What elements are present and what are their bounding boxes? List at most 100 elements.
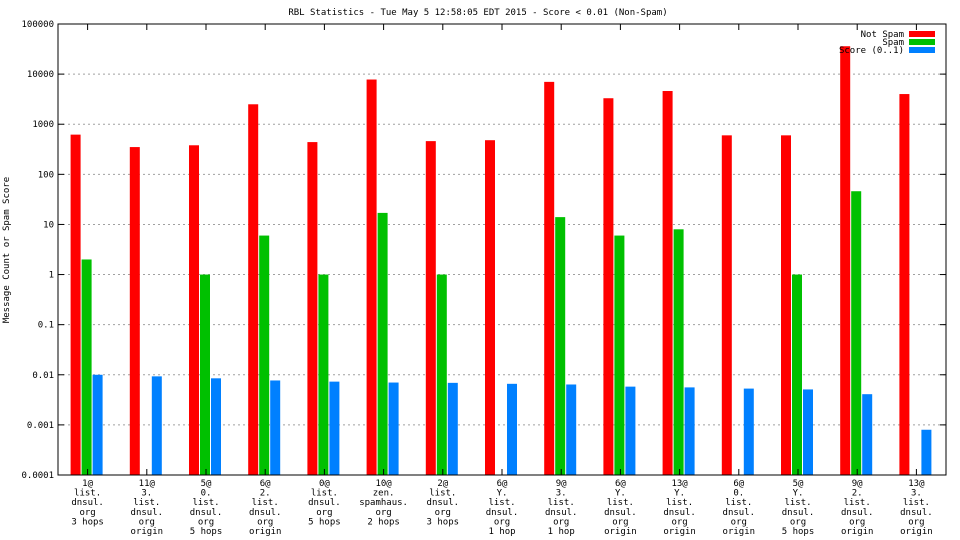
bar-spam (614, 235, 625, 475)
x-tick-label: 9@ 3. list. dnsul. org 1 hop (545, 479, 578, 537)
x-tick-label-line: 2 hops (367, 517, 400, 527)
bar-score-0-1 (447, 382, 458, 475)
y-tick-label: 100 (38, 170, 54, 180)
bar-not-spam (603, 98, 614, 475)
bar-not-spam (425, 141, 436, 475)
x-tick-label-line: dnsul. (486, 508, 519, 518)
x-tick-label-line: origin (604, 527, 637, 537)
bar-spam (81, 259, 92, 475)
bar-score-0-1 (921, 429, 932, 475)
x-tick-label-line: 6@ (497, 479, 508, 489)
x-tick-label-line: origin (131, 527, 164, 537)
x-tick-label-line: Y. (615, 489, 626, 499)
x-tick-label-line: org (79, 508, 95, 518)
x-tick-label-line: org (849, 517, 865, 527)
x-tick-label-line: 0@ (319, 479, 330, 489)
x-tick-label-line: origin (663, 527, 696, 537)
y-axis-label: Message Count or Spam Score (2, 177, 12, 323)
x-tick-label-line: dnsul. (663, 508, 696, 518)
x-tick-label-line: 2. (852, 489, 863, 499)
x-tick-label-line: list. (607, 498, 634, 508)
x-tick-label-line: 11@ (139, 479, 156, 489)
x-tick-label-line: 5@ (793, 479, 804, 489)
x-tick-label: 6@ 0. list. dnsul. org origin (723, 479, 756, 537)
bar-spam (555, 217, 566, 475)
bar-score-0-1 (566, 384, 577, 475)
y-tick-label: 10 (43, 220, 54, 230)
bar-score-0-1 (862, 394, 873, 475)
x-tick-label-line: 1@ (82, 479, 93, 489)
legend-swatch (909, 39, 935, 45)
y-tick-label: 0.1 (38, 321, 54, 331)
x-tick-label-line: dnsul. (604, 508, 637, 518)
x-tick-label-line: org (731, 517, 747, 527)
x-tick-label-line: org (612, 517, 628, 527)
x-tick-label-line: list. (784, 498, 811, 508)
x-tick-label-line: org (671, 517, 687, 527)
x-tick-label-line: origin (900, 527, 933, 537)
bar-not-spam (781, 135, 791, 476)
bar-score-0-1 (211, 378, 221, 475)
x-tick-label-line: 1 hop (548, 527, 575, 537)
x-tick-label-line: list. (429, 489, 456, 499)
y-tick-label: 0.001 (27, 421, 54, 431)
bar-score-0-1 (684, 387, 695, 475)
x-tick-label: 2@ list. dnsul. org 3 hops (427, 479, 460, 527)
x-tick-label-line: dnsul. (249, 508, 282, 518)
bar-score-0-1 (743, 388, 754, 475)
bar-spam (318, 274, 329, 475)
x-tick-label-line: list. (548, 498, 575, 508)
x-tick-label-line: 0. (201, 489, 212, 499)
x-tick-label-line: list. (133, 498, 160, 508)
x-tick-label-line: 2@ (437, 479, 448, 489)
x-tick-label: 6@ Y. list. dnsul. org origin (604, 479, 637, 537)
bar-not-spam (485, 140, 495, 476)
x-tick-label-line: 3. (556, 489, 567, 499)
x-tick-label: 11@ 3. list. dnsul. org origin (131, 479, 164, 537)
x-tick-label-line: origin (723, 527, 756, 537)
x-tick-label: 0@ list. dnsul. org 5 hops (308, 479, 341, 527)
x-tick-label-line: 1 hop (488, 527, 515, 537)
x-tick-label-line: 9@ (852, 479, 863, 489)
x-tick-label: 6@ Y. list. dnsul. org 1 hop (486, 479, 519, 537)
x-tick-label-line: list. (844, 498, 871, 508)
bar-score-0-1 (625, 386, 636, 475)
x-tick-label-line: 3 hops (71, 517, 104, 527)
bar-not-spam (544, 81, 555, 476)
x-tick-label-line: 3 hops (427, 517, 460, 527)
x-tick-label-line: Y. (674, 489, 685, 499)
chart-title: RBL Statistics - Tue May 5 12:58:05 EDT … (288, 8, 667, 18)
x-tick-label-line: 5 hops (308, 517, 341, 527)
bar-score-0-1 (507, 383, 517, 475)
x-tick-label-line: org (198, 517, 214, 527)
y-tick-label: 0.01 (32, 371, 54, 381)
x-tick-label-line: 13@ (908, 479, 925, 489)
legend-label: Score (0..1) (839, 46, 904, 56)
x-tick-label-line: dnsul. (71, 498, 104, 508)
x-tick-label: 5@ 0. list. dnsul. org 5 hops (190, 479, 223, 537)
bar-spam (673, 229, 684, 475)
x-tick-label: 9@ 2. list. dnsul. org origin (841, 479, 874, 537)
x-tick-label-line: origin (841, 527, 874, 537)
legend-swatch (909, 31, 935, 37)
bar-not-spam (307, 142, 318, 475)
x-tick-label-line: org (790, 517, 806, 527)
x-tick-label: 13@ Y. list. dnsul. org origin (663, 479, 696, 537)
x-tick-label-line: spamhaus. (359, 498, 408, 508)
x-tick-label-line: list. (666, 498, 693, 508)
x-tick-label-line: 5 hops (782, 527, 815, 537)
x-tick-label-line: 2. (260, 489, 271, 499)
bar-spam (436, 274, 447, 475)
x-tick-label-line: 0. (733, 489, 744, 499)
x-tick-label-line: 9@ (556, 479, 567, 489)
x-tick-label-line: dnsul. (308, 498, 341, 508)
bar-score-0-1 (329, 381, 340, 475)
bar-not-spam (70, 134, 81, 475)
y-tick-label: 10000 (27, 70, 54, 80)
x-tick-label-line: list. (74, 489, 101, 499)
bar-not-spam (899, 94, 910, 475)
x-tick-label-line: dnsul. (900, 508, 933, 518)
x-tick-label-line: 6@ (260, 479, 271, 489)
